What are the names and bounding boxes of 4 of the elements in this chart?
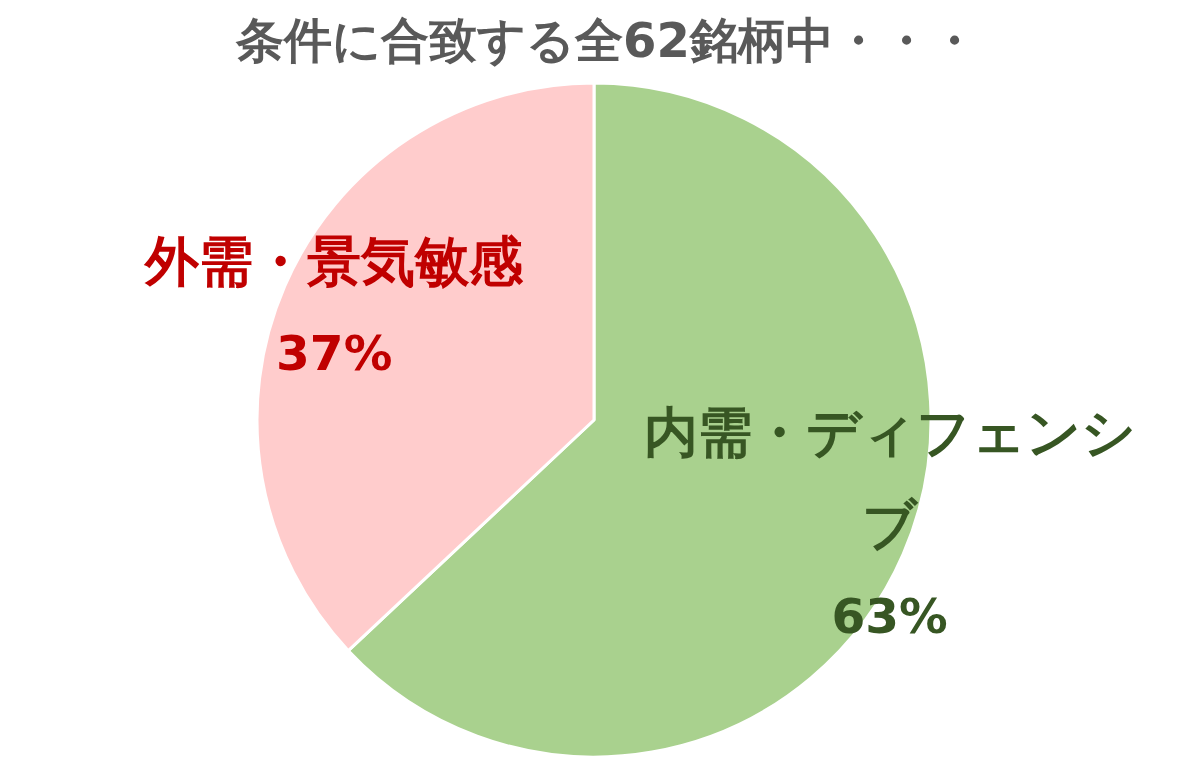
data-label: 37% [276,325,393,382]
data-label: 63% [831,587,948,644]
chart-title: 条件に合致する全62銘柄中・・・ [235,12,978,68]
slice-label: 外需・景気敏感 [143,230,525,294]
